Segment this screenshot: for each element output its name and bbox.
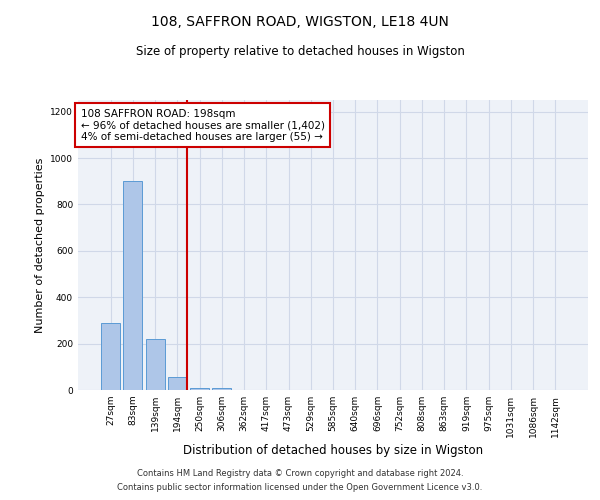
Bar: [168, 377, 187, 390]
Text: 108, SAFFRON ROAD, WIGSTON, LE18 4UN: 108, SAFFRON ROAD, WIGSTON, LE18 4UN: [151, 15, 449, 29]
Text: Contains HM Land Registry data © Crown copyright and database right 2024.: Contains HM Land Registry data © Crown c…: [137, 468, 463, 477]
Bar: [146, 339, 164, 390]
Y-axis label: Number of detached properties: Number of detached properties: [35, 158, 44, 332]
X-axis label: Distribution of detached houses by size in Wigston: Distribution of detached houses by size …: [183, 444, 483, 457]
Text: Size of property relative to detached houses in Wigston: Size of property relative to detached ho…: [136, 45, 464, 58]
Bar: [190, 388, 209, 390]
Bar: [124, 181, 142, 390]
Text: 108 SAFFRON ROAD: 198sqm
← 96% of detached houses are smaller (1,402)
4% of semi: 108 SAFFRON ROAD: 198sqm ← 96% of detach…: [80, 108, 325, 142]
Bar: [101, 322, 120, 390]
Text: Contains public sector information licensed under the Open Government Licence v3: Contains public sector information licen…: [118, 484, 482, 492]
Bar: [212, 388, 231, 390]
